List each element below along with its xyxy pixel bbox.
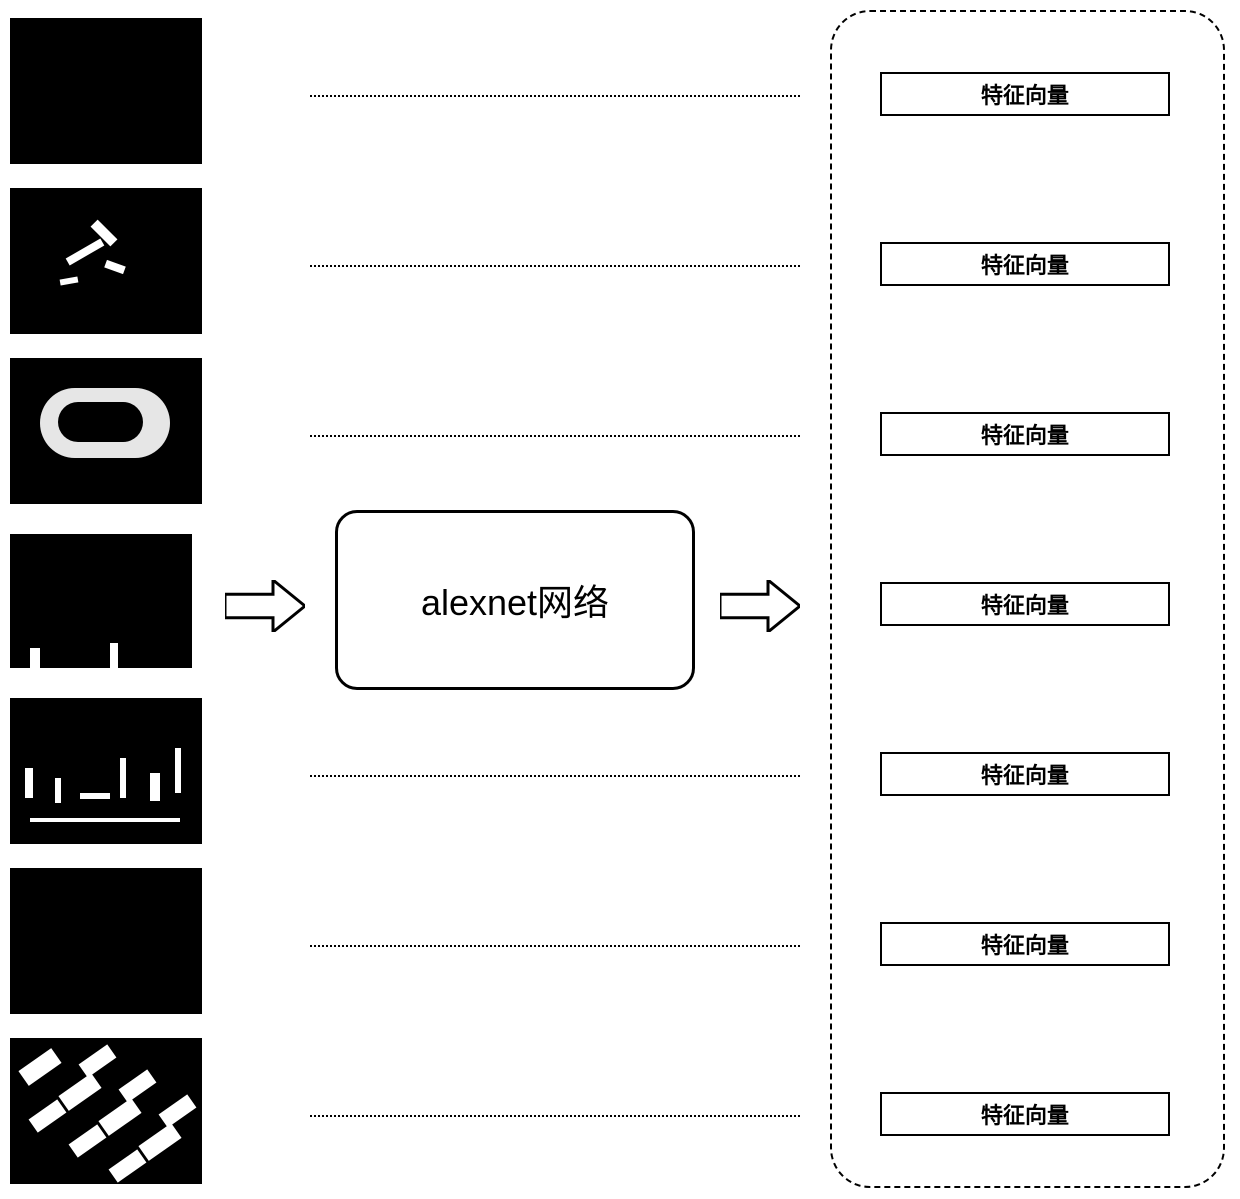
input-thumb-6 [10, 868, 202, 1014]
alexnet-network-box: alexnet网络 [335, 510, 695, 690]
dotted-connector-2 [310, 265, 800, 267]
feature-vector-box-1: 特征向量 [880, 72, 1170, 116]
feature-vector-box-6: 特征向量 [880, 922, 1170, 966]
feature-vector-box-2: 特征向量 [880, 242, 1170, 286]
feature-vector-label: 特征向量 [981, 418, 1069, 450]
alexnet-feature-diagram: alexnet网络 特征向量特征向量特征向量特征向量特征向量特征向量特征向量 [0, 0, 1240, 1199]
feature-vector-label: 特征向量 [981, 758, 1069, 790]
alexnet-network-label: alexnet网络 [421, 574, 609, 626]
feature-vector-label: 特征向量 [981, 248, 1069, 280]
input-thumb-1 [10, 18, 202, 164]
feature-vector-box-4: 特征向量 [880, 582, 1170, 626]
dotted-connector-5 [310, 945, 800, 947]
arrow-right-icon [720, 580, 800, 632]
feature-vector-label: 特征向量 [981, 588, 1069, 620]
feature-vector-label: 特征向量 [981, 928, 1069, 960]
feature-vector-label: 特征向量 [981, 1098, 1069, 1130]
input-thumb-5 [10, 698, 202, 844]
dotted-connector-6 [310, 1115, 800, 1117]
arrow-left-icon [225, 580, 305, 632]
feature-vector-box-7: 特征向量 [880, 1092, 1170, 1136]
input-thumb-3 [10, 358, 202, 504]
input-thumb-2 [10, 188, 202, 334]
input-thumb-7 [10, 1038, 202, 1184]
feature-vector-box-3: 特征向量 [880, 412, 1170, 456]
feature-vector-label: 特征向量 [981, 78, 1069, 110]
dotted-connector-1 [310, 95, 800, 97]
input-image-column [10, 18, 202, 1184]
input-thumb-4 [10, 528, 202, 674]
dotted-connector-4 [310, 775, 800, 777]
feature-vector-box-5: 特征向量 [880, 752, 1170, 796]
dotted-connector-3 [310, 435, 800, 437]
